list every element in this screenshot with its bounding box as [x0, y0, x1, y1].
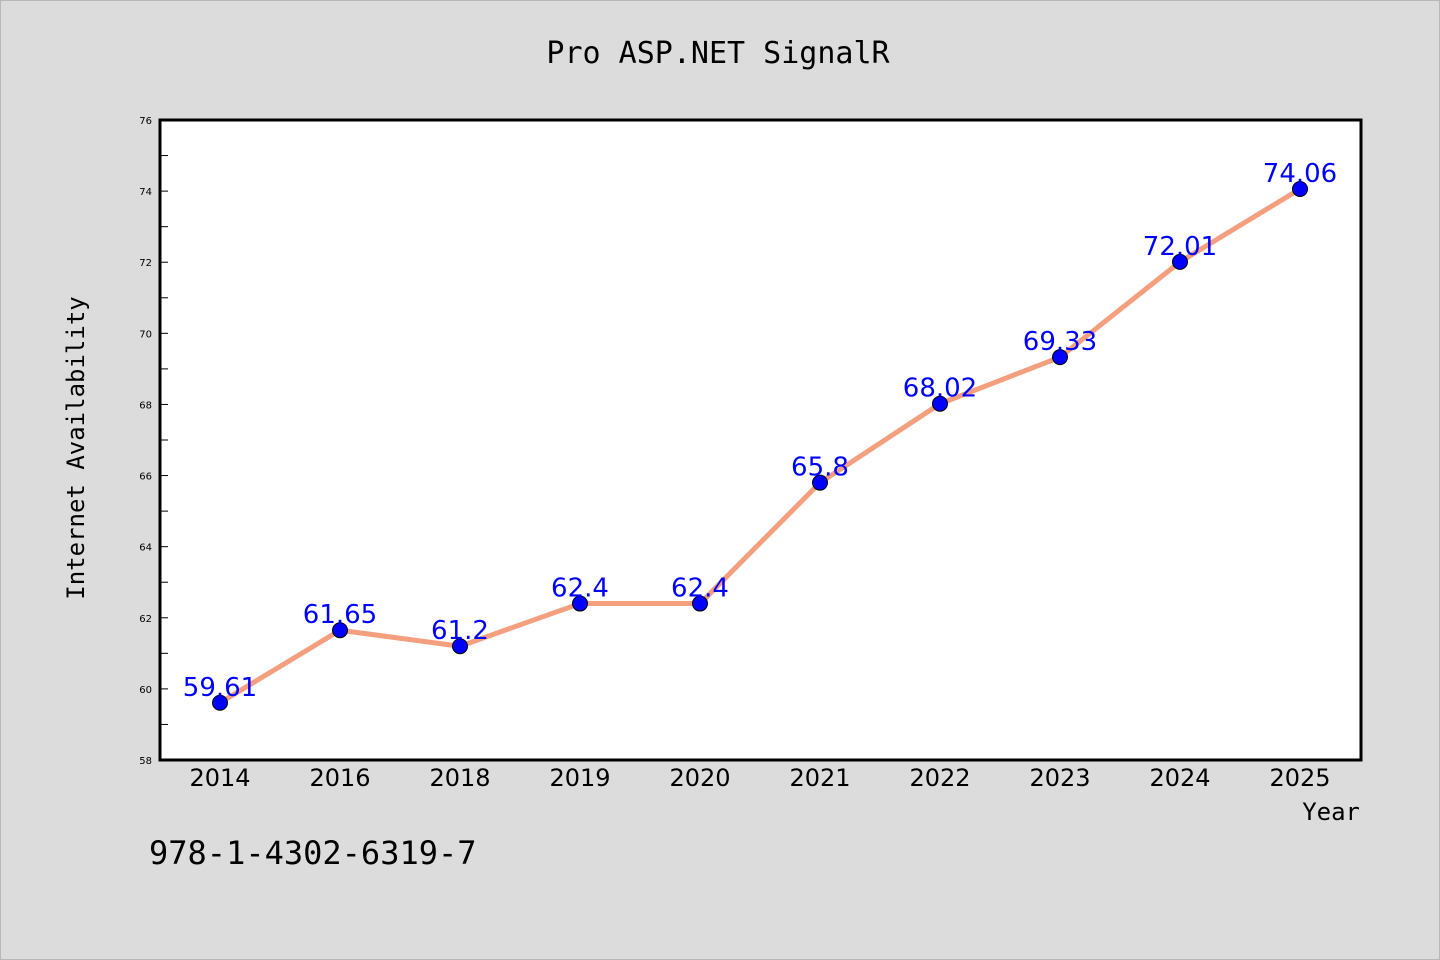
data-point: [332, 622, 348, 639]
x-tick-label: 2025: [1269, 764, 1330, 792]
y-tick-label: 62: [139, 614, 152, 625]
y-axis-title: Internet Availability: [62, 296, 90, 599]
data-label: 72.01: [1143, 232, 1217, 262]
data-label: 65.8: [791, 453, 849, 483]
x-axis-title: Year: [1302, 798, 1360, 826]
data-label: 59.61: [183, 673, 257, 703]
series-markers: [212, 180, 1308, 711]
data-label: 62.4: [551, 574, 609, 604]
x-axis: 2014 2016 2018 2019 2020 2021 2022 2023 2024 2025: [189, 764, 1330, 792]
data-point: [212, 694, 228, 711]
y-tick-label: 64: [139, 543, 152, 554]
y-axis: 58 60 62 64 66 68 70 72 74 76: [139, 116, 168, 767]
x-tick-label: 2019: [549, 764, 610, 792]
y-tick-label: 66: [139, 472, 152, 483]
data-label: 61.2: [431, 616, 489, 646]
data-point: [572, 595, 588, 612]
x-tick-label: 2020: [669, 764, 730, 792]
data-point: [692, 595, 708, 612]
chart-title: Pro ASP.NET SignalR: [546, 36, 890, 71]
series-line: [218, 186, 1302, 705]
y-tick-label: 68: [139, 400, 152, 411]
isbn-text: 978-1-4302-6319-7: [149, 834, 477, 872]
x-tick-label: 2023: [1029, 764, 1090, 792]
y-tick-label: 74: [139, 187, 152, 198]
data-point: [452, 638, 468, 655]
data-label: 61.65: [303, 600, 377, 630]
data-point: [1292, 180, 1308, 197]
data-label: 69.33: [1023, 327, 1097, 357]
x-tick-label: 2024: [1149, 764, 1210, 792]
data-point: [932, 395, 948, 412]
data-point: [1172, 253, 1188, 270]
data-label: 62.4: [671, 574, 729, 604]
x-tick-label: 2022: [909, 764, 970, 792]
data-labels: 59.61 61.65 61.2 62.4 62.4 65.8 68.02 69.33 72.0…: [183, 159, 1337, 703]
y-tick-label: 76: [139, 116, 152, 127]
data-point: [812, 474, 828, 491]
data-label: 68.02: [903, 374, 977, 404]
x-tick-label: 2014: [189, 764, 250, 792]
plot-area: [158, 118, 1363, 762]
data-point: [1052, 349, 1068, 366]
y-tick-label: 58: [139, 756, 152, 767]
data-label: 74.06: [1263, 159, 1337, 189]
x-tick-label: 2016: [309, 764, 370, 792]
x-tick-label: 2021: [789, 764, 850, 792]
y-tick-label: 72: [139, 258, 152, 269]
y-tick-label: 70: [139, 329, 152, 340]
x-tick-label: 2018: [429, 764, 490, 792]
y-tick-label: 60: [139, 685, 152, 696]
